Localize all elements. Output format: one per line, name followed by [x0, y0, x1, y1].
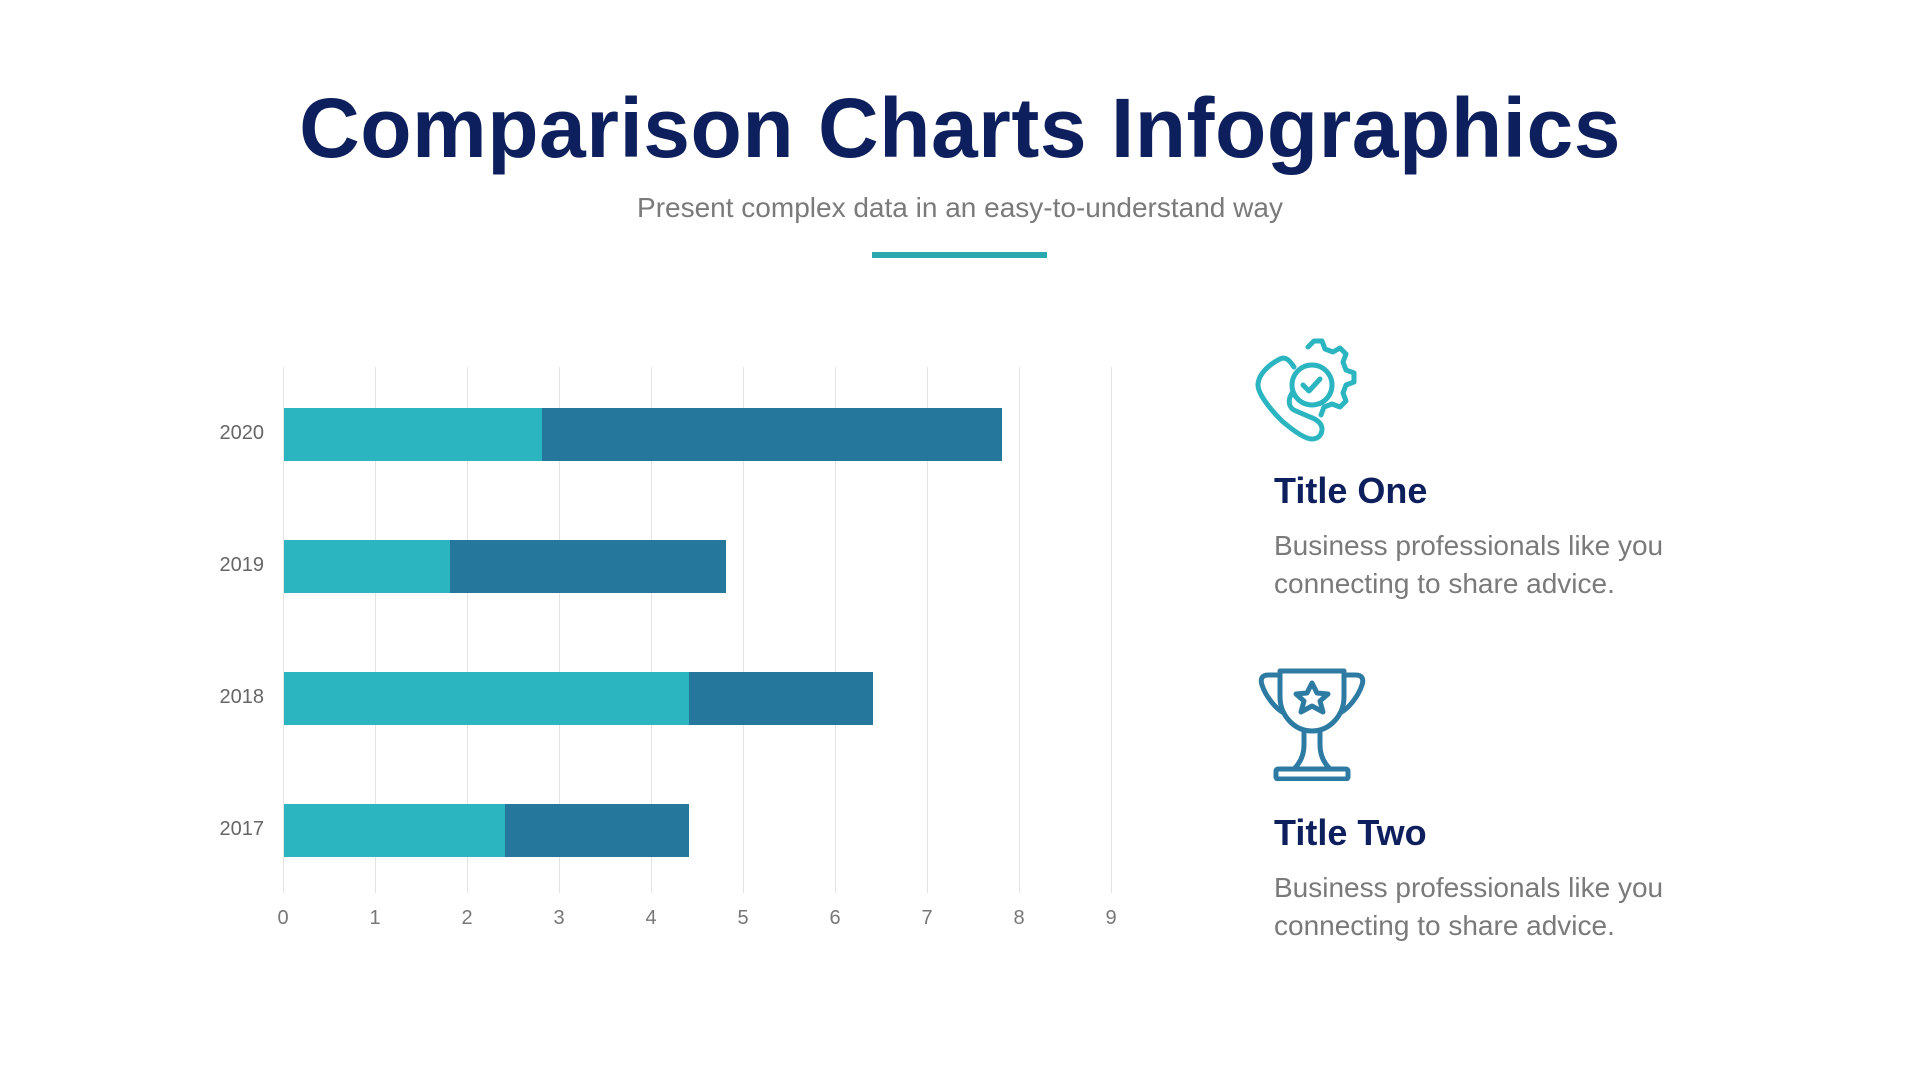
feature-one-title: Title One	[1274, 470, 1428, 511]
x-axis-tick-label: 6	[829, 907, 841, 929]
gridline	[927, 367, 928, 893]
gear-check-hand-icon	[1250, 335, 1362, 447]
page-subtitle: Present complex data in an easy-to-under…	[637, 192, 1283, 223]
gridline	[559, 367, 560, 893]
bar-segment-2017-series-2	[504, 804, 689, 857]
feature-two-description: Business professionals like you connecti…	[1274, 869, 1734, 945]
x-axis-tick-label: 8	[1013, 907, 1025, 929]
bar-segment-2017-series-1	[284, 804, 505, 857]
y-axis-category-label: 2018	[219, 686, 265, 708]
feature-two-desc-line1: Business professionals like you	[1274, 872, 1664, 903]
x-axis-tick-label: 9	[1105, 907, 1117, 929]
gridline	[1111, 367, 1112, 893]
gridline	[375, 367, 376, 893]
x-axis-tick-label: 3	[553, 907, 565, 929]
gridline	[283, 367, 284, 893]
page-title: Comparison Charts Infographics	[299, 81, 1621, 175]
x-axis-tick-label: 2	[461, 907, 473, 929]
gridline	[1019, 367, 1020, 893]
feature-two-desc-line2: connecting to share advice.	[1274, 910, 1615, 941]
gridline	[467, 367, 468, 893]
feature-two-title: Title Two	[1274, 812, 1427, 853]
bar-segment-2020-series-2	[541, 408, 1002, 461]
gridline	[835, 367, 836, 893]
bar-segment-2020-series-1	[284, 408, 542, 461]
feature-one-description: Business professionals like you connecti…	[1274, 527, 1734, 603]
trophy-star-icon	[1258, 665, 1366, 782]
y-axis-category-label: 2020	[219, 422, 265, 444]
x-axis-tick-label: 7	[921, 907, 933, 929]
bar-segment-2018-series-2	[688, 672, 873, 725]
stacked-bar-chart: 0 1 2 3 4 5 6 7 8 9 2020 2019 2018 2017	[219, 367, 1117, 929]
x-axis-tick-label: 1	[369, 907, 381, 929]
x-axis-tick-label: 0	[277, 907, 289, 929]
title-accent-divider	[872, 252, 1047, 258]
gridline	[651, 367, 652, 893]
x-axis-tick-label: 5	[737, 907, 749, 929]
bar-segment-2019-series-1	[284, 540, 450, 593]
y-axis-category-label: 2019	[219, 554, 265, 576]
bar-segment-2018-series-1	[284, 672, 689, 725]
bar-segment-2019-series-2	[449, 540, 726, 593]
feature-one-desc-line1: Business professionals like you	[1274, 530, 1664, 561]
feature-one-desc-line2: connecting to share advice.	[1274, 568, 1615, 599]
gridline	[743, 367, 744, 893]
x-axis-tick-label: 4	[645, 907, 657, 929]
y-axis-category-label: 2017	[219, 818, 265, 840]
